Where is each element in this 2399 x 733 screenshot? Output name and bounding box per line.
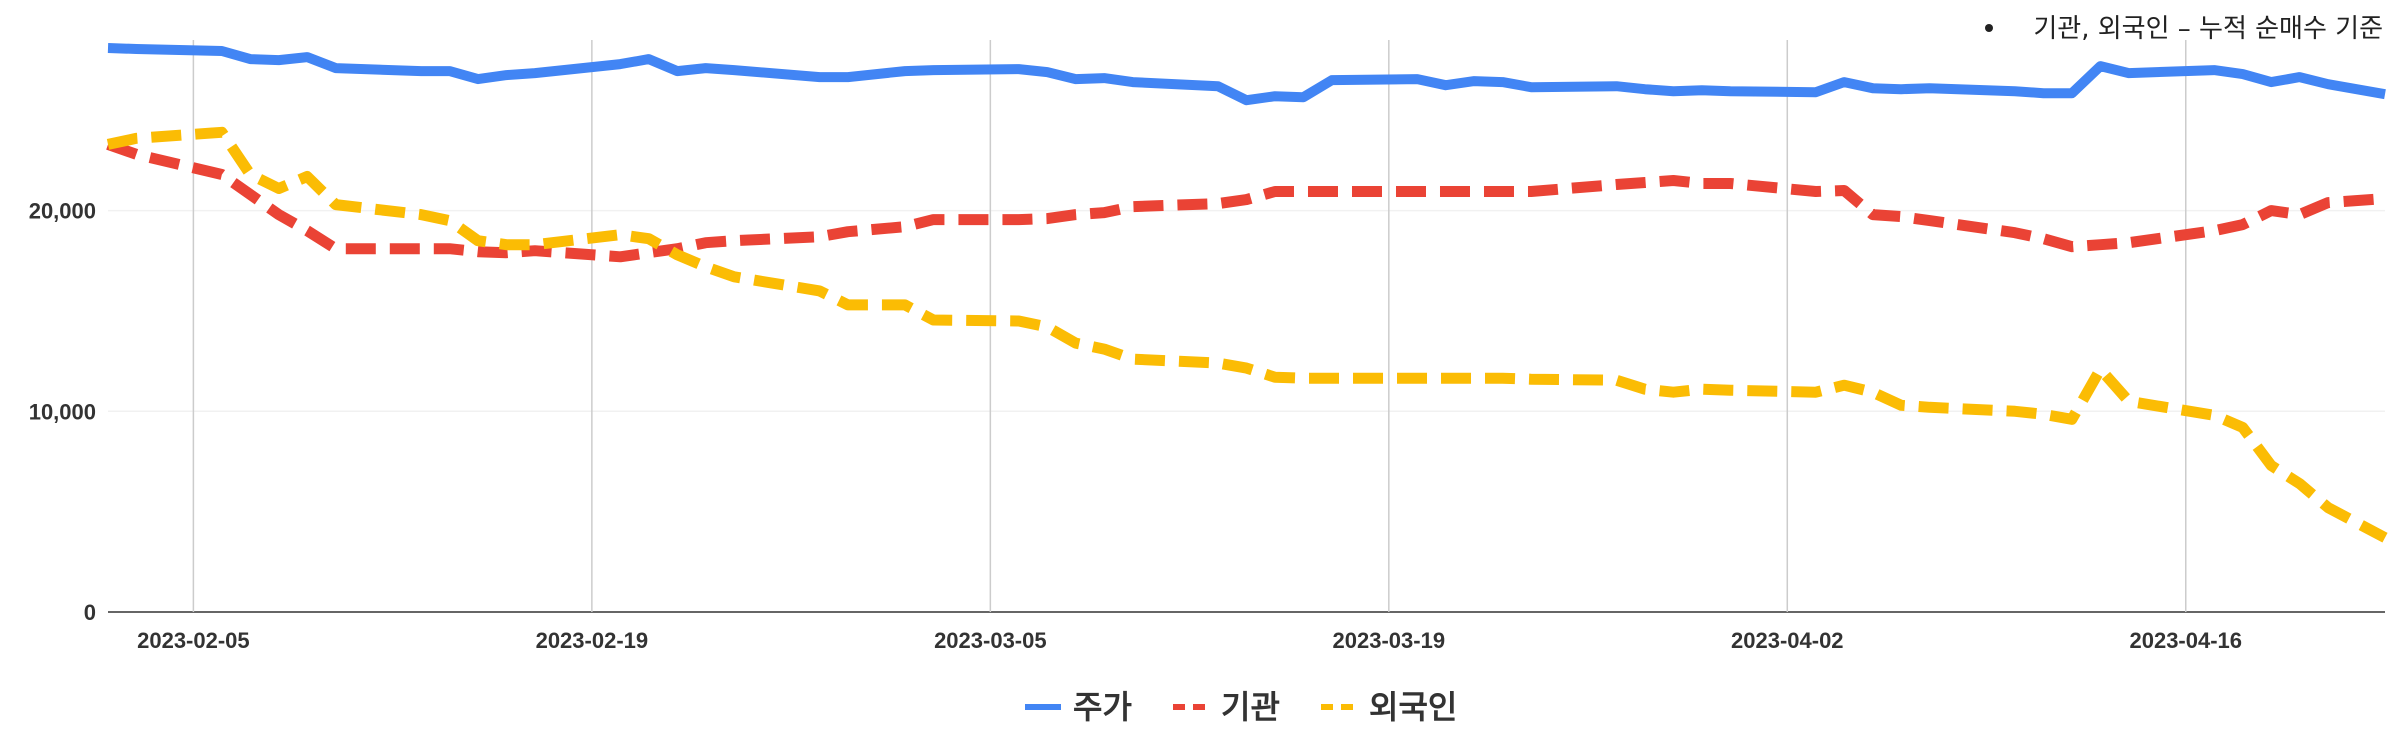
legend-label: 기관 (1221, 688, 1280, 726)
legend-label: 외국인 (1369, 688, 1457, 726)
x-tick-label: 2023-04-16 (2129, 628, 2242, 653)
x-tick-label: 2023-03-19 (1333, 628, 1446, 653)
bullet-icon (1985, 23, 1994, 32)
series-lines (106, 43, 2388, 543)
x-tick-label: 2023-04-02 (1731, 628, 1844, 653)
x-axis: 2023-02-05 2023-02-19 2023-03-05 2023-03-19… (137, 628, 2242, 653)
x-tick-label: 2023-03-05 (934, 628, 1047, 653)
series-note: 기관, 외국인 – 누적 순매수 기준 (1985, 8, 2383, 45)
y-tick-label: 10,000 (29, 399, 96, 424)
legend: 주가 기관 외국인 (1025, 688, 1457, 726)
x-tick-label: 2023-02-19 (536, 628, 649, 653)
y-tick-label: 0 (84, 600, 96, 625)
x-tick-label: 2023-02-05 (137, 628, 250, 653)
series-note-text: 기관, 외국인 – 누적 순매수 기준 (2033, 14, 2383, 44)
y-axis: 0 10,000 20,000 (29, 199, 96, 625)
legend-label: 주가 (1073, 688, 1132, 726)
grid (108, 40, 2385, 613)
series-line-외국인 (106, 126, 2388, 543)
series-line-주가 (107, 43, 2386, 106)
y-tick-label: 20,000 (29, 199, 96, 224)
series-line-기관 (106, 139, 2386, 263)
